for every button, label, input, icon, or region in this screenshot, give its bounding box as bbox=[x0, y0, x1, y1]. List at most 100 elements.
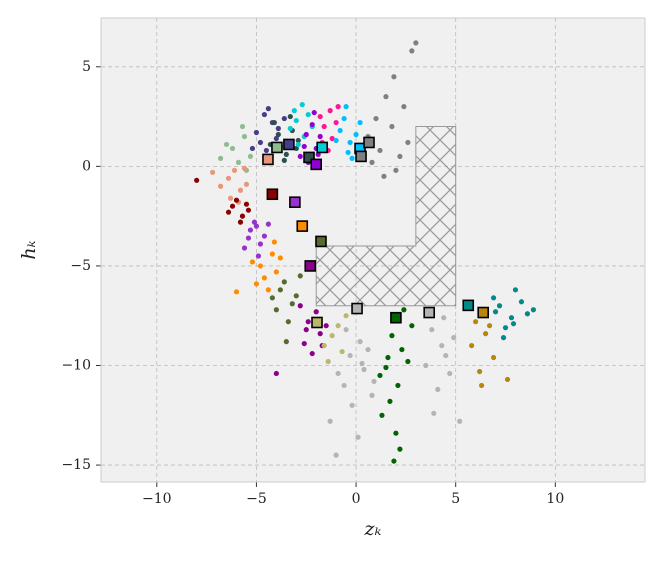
point bbox=[255, 253, 262, 259]
point bbox=[287, 125, 293, 132]
point bbox=[508, 315, 515, 321]
point bbox=[413, 40, 419, 46]
point bbox=[273, 370, 279, 377]
point bbox=[482, 331, 489, 337]
point bbox=[223, 141, 230, 148]
point bbox=[512, 287, 519, 293]
axes-frame bbox=[100, 17, 646, 483]
x-tick-label: −5 bbox=[246, 491, 267, 507]
point bbox=[249, 145, 256, 152]
point bbox=[341, 382, 347, 389]
point bbox=[243, 201, 250, 207]
point bbox=[325, 358, 331, 365]
point bbox=[441, 315, 447, 321]
point bbox=[391, 74, 397, 80]
point bbox=[297, 303, 303, 309]
point bbox=[369, 392, 375, 398]
hatched-region bbox=[315, 126, 457, 307]
point bbox=[243, 181, 250, 187]
point bbox=[241, 165, 248, 171]
y-tick-label: −10 bbox=[61, 358, 91, 374]
point bbox=[285, 319, 291, 325]
point bbox=[329, 135, 335, 142]
point bbox=[297, 153, 303, 160]
point bbox=[327, 108, 333, 114]
point bbox=[335, 323, 341, 329]
point bbox=[473, 319, 479, 325]
point bbox=[313, 309, 319, 315]
point bbox=[469, 342, 475, 349]
point bbox=[405, 358, 411, 365]
point bbox=[269, 295, 275, 301]
point bbox=[431, 410, 437, 416]
point bbox=[277, 287, 283, 293]
point bbox=[299, 102, 305, 108]
point bbox=[335, 104, 341, 110]
point bbox=[311, 109, 317, 116]
center-marker bbox=[351, 302, 363, 315]
point bbox=[343, 327, 349, 333]
center-marker bbox=[271, 141, 283, 154]
point bbox=[524, 311, 531, 317]
point bbox=[293, 117, 299, 124]
point bbox=[377, 372, 383, 379]
center-marker bbox=[462, 299, 475, 312]
point bbox=[353, 131, 359, 138]
point bbox=[339, 348, 345, 355]
center-marker bbox=[283, 138, 295, 151]
point bbox=[303, 327, 309, 333]
point bbox=[335, 370, 341, 377]
point bbox=[435, 386, 441, 392]
point bbox=[385, 354, 391, 361]
point bbox=[194, 177, 200, 183]
point bbox=[217, 183, 224, 189]
center-marker bbox=[316, 141, 328, 154]
point bbox=[233, 197, 240, 203]
point bbox=[389, 333, 395, 339]
point bbox=[397, 446, 403, 452]
point bbox=[409, 323, 415, 329]
point bbox=[237, 187, 244, 193]
point bbox=[379, 412, 385, 418]
point bbox=[371, 378, 377, 385]
y-tick-label: −15 bbox=[61, 457, 91, 473]
point bbox=[327, 418, 333, 424]
center-marker bbox=[390, 311, 402, 324]
y-axis-label: hₖ bbox=[18, 240, 40, 259]
point bbox=[273, 269, 279, 275]
point bbox=[297, 273, 303, 279]
point bbox=[500, 335, 507, 341]
y-tick-label: 0 bbox=[82, 158, 91, 174]
point bbox=[393, 430, 399, 436]
point bbox=[271, 119, 277, 126]
point bbox=[263, 147, 269, 154]
point bbox=[247, 153, 254, 160]
center-marker bbox=[303, 151, 315, 164]
point bbox=[289, 301, 295, 307]
point bbox=[477, 368, 483, 375]
x-tick-label: 0 bbox=[352, 491, 361, 507]
point bbox=[261, 111, 267, 118]
point bbox=[273, 307, 279, 313]
point bbox=[323, 323, 329, 329]
point bbox=[359, 360, 365, 367]
point bbox=[229, 145, 236, 152]
point bbox=[253, 223, 260, 229]
point bbox=[387, 398, 393, 404]
point bbox=[333, 452, 339, 458]
point bbox=[447, 370, 453, 377]
point bbox=[333, 119, 339, 126]
point bbox=[281, 115, 287, 122]
point bbox=[377, 147, 383, 154]
point bbox=[343, 313, 349, 319]
center-marker bbox=[289, 196, 301, 209]
point bbox=[423, 362, 429, 369]
point bbox=[269, 251, 275, 257]
center-marker bbox=[310, 158, 323, 171]
point bbox=[217, 155, 224, 161]
point bbox=[365, 346, 371, 353]
point bbox=[305, 319, 311, 325]
point bbox=[439, 342, 445, 349]
point bbox=[303, 131, 309, 138]
